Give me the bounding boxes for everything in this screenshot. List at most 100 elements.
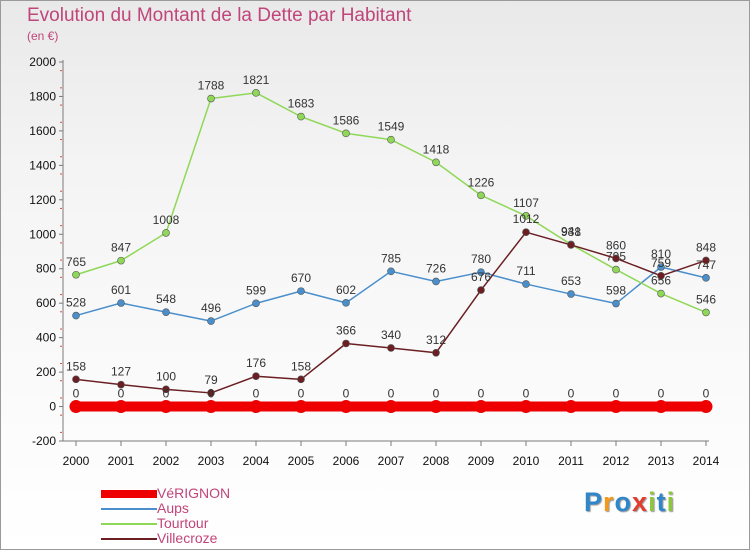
data-point bbox=[522, 228, 530, 237]
data-point bbox=[432, 277, 440, 286]
data-point bbox=[72, 311, 80, 320]
data-label: 941 bbox=[561, 224, 581, 238]
chart-title: Evolution du Montant de la Dette par Hab… bbox=[27, 5, 412, 26]
data-label: 0 bbox=[118, 387, 125, 401]
data-point bbox=[69, 400, 83, 414]
data-point bbox=[699, 400, 713, 414]
legend-label: Tourtour bbox=[157, 515, 209, 531]
x-tick-label: 2005 bbox=[288, 454, 315, 468]
data-point bbox=[477, 191, 485, 200]
data-label: 176 bbox=[246, 356, 266, 370]
data-point bbox=[564, 400, 578, 414]
legend-item: VéRIGNON bbox=[101, 485, 261, 501]
legend-swatch bbox=[101, 508, 157, 510]
proxiti-logo: Proxiti bbox=[584, 487, 675, 518]
data-label: 1226 bbox=[468, 175, 495, 189]
data-label: 496 bbox=[201, 301, 221, 315]
data-point bbox=[204, 400, 218, 414]
data-point bbox=[609, 400, 623, 414]
data-label: 847 bbox=[111, 241, 131, 255]
data-point bbox=[522, 280, 530, 288]
data-label: 601 bbox=[111, 283, 131, 297]
data-label: 1683 bbox=[288, 97, 315, 111]
chart-legend: VéRIGNON Aups Tourtour Villecroze bbox=[101, 485, 261, 546]
data-point bbox=[657, 263, 665, 271]
data-label: 548 bbox=[156, 292, 176, 306]
data-point bbox=[654, 400, 668, 414]
data-point bbox=[429, 400, 443, 414]
data-point bbox=[297, 287, 305, 295]
data-label: 599 bbox=[246, 283, 266, 297]
legend-item: Villecroze bbox=[101, 530, 261, 546]
data-point bbox=[297, 375, 305, 384]
series-aups-group: 528 601 548 496 599 670 602 785 726 780 711 653 598 8… bbox=[66, 247, 716, 325]
y-tick-label: 2000 bbox=[29, 55, 56, 69]
series-tourtour-group: 765 847 1008 1788 1821 1683 1586 1549 1418 1226 11… bbox=[66, 73, 716, 317]
series-vérignon-group: 0 0 0 0 0 0 0 0 0 0 0 0 0 0 0 bbox=[69, 387, 713, 414]
y-tick-label: -200 bbox=[32, 434, 56, 448]
data-point bbox=[117, 256, 125, 265]
data-label: 670 bbox=[291, 271, 311, 285]
data-label: 0 bbox=[388, 387, 395, 401]
data-label: 0 bbox=[163, 387, 170, 401]
legend-item: Tourtour bbox=[101, 515, 261, 531]
proxiti-logo-letter: o bbox=[614, 487, 633, 517]
y-tick-label: 1000 bbox=[29, 227, 56, 241]
data-label: 127 bbox=[111, 365, 131, 379]
data-point bbox=[117, 380, 125, 389]
data-point bbox=[387, 267, 395, 276]
data-label: 158 bbox=[291, 359, 311, 373]
data-point bbox=[474, 400, 488, 414]
legend-label: Aups bbox=[157, 500, 189, 516]
data-label: 848 bbox=[696, 240, 716, 254]
data-point bbox=[612, 299, 620, 308]
data-point bbox=[342, 129, 350, 138]
data-point bbox=[117, 299, 125, 307]
data-label: 79 bbox=[204, 373, 218, 387]
data-label: 0 bbox=[658, 387, 665, 401]
x-tick-label: 2012 bbox=[603, 454, 630, 468]
x-tick-label: 2003 bbox=[198, 454, 225, 468]
chart-unit-label: (en €) bbox=[27, 29, 59, 43]
data-point bbox=[207, 389, 215, 397]
x-tick-label: 2011 bbox=[558, 454, 584, 468]
proxiti-logo-letter: r bbox=[603, 487, 615, 517]
data-label: 0 bbox=[523, 387, 530, 401]
data-point bbox=[387, 135, 395, 144]
y-tick-label: 600 bbox=[36, 296, 56, 310]
data-label: 860 bbox=[606, 238, 626, 252]
data-label: 676 bbox=[471, 270, 491, 284]
data-point bbox=[339, 400, 353, 414]
data-point bbox=[72, 270, 80, 279]
data-label: 0 bbox=[568, 387, 575, 401]
data-point bbox=[519, 400, 533, 414]
data-label: 1012 bbox=[513, 212, 540, 226]
x-tick-label: 2006 bbox=[333, 454, 360, 468]
proxiti-logo-letter: P bbox=[584, 487, 604, 517]
data-label: 100 bbox=[156, 369, 176, 383]
data-label: 1549 bbox=[378, 120, 405, 134]
series-villecroze-group: 158 127 100 79 176 158 366 340 312 676 1012 938 860 7… bbox=[66, 212, 716, 397]
proxiti-logo-letter: i bbox=[666, 487, 676, 517]
x-tick-label: 2013 bbox=[648, 454, 675, 468]
x-tick-label: 2007 bbox=[378, 454, 405, 468]
data-point bbox=[159, 400, 173, 414]
x-tick-label: 2014 bbox=[693, 454, 720, 468]
data-point bbox=[612, 254, 620, 263]
data-label: 340 bbox=[381, 328, 401, 342]
data-label: 366 bbox=[336, 323, 356, 337]
data-label: 158 bbox=[66, 359, 86, 373]
data-point bbox=[162, 385, 170, 394]
data-label: 656 bbox=[651, 274, 671, 288]
x-tick-label: 2008 bbox=[423, 454, 450, 468]
data-label: 711 bbox=[516, 264, 535, 278]
data-point bbox=[567, 241, 575, 249]
x-tick-label: 2002 bbox=[153, 454, 180, 468]
proxiti-logo-letter: t bbox=[656, 487, 667, 517]
data-point bbox=[612, 265, 620, 274]
line-chart: 2000180016001400120010008006004002000-20… bbox=[29, 55, 720, 468]
data-label: 765 bbox=[66, 255, 86, 269]
data-point bbox=[387, 344, 395, 352]
data-point bbox=[657, 271, 665, 280]
